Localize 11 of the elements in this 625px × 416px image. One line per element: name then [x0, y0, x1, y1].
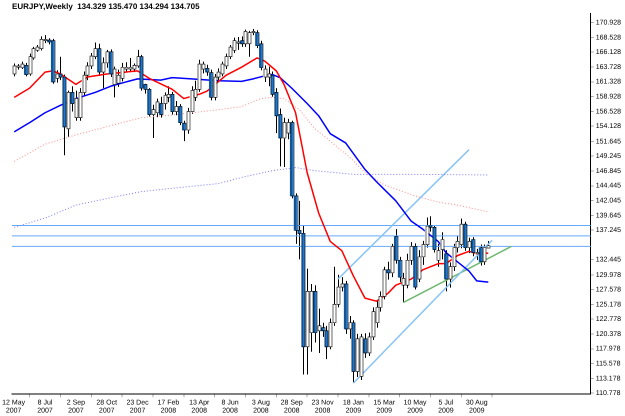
- line-series: [14, 96, 489, 212]
- candlestick: [459, 218, 464, 249]
- candlestick: [39, 36, 44, 52]
- candlestick: [140, 54, 144, 92]
- line-series: [14, 167, 489, 228]
- chart-title: EURJPY,Weekly 134.329 135.470 134.294 134.705: [12, 2, 200, 12]
- candlestick: [324, 325, 328, 360]
- candlestick: [482, 244, 486, 266]
- candlestick: [247, 30, 252, 58]
- candlestick: [12, 62, 16, 77]
- candlestick: [352, 320, 356, 383]
